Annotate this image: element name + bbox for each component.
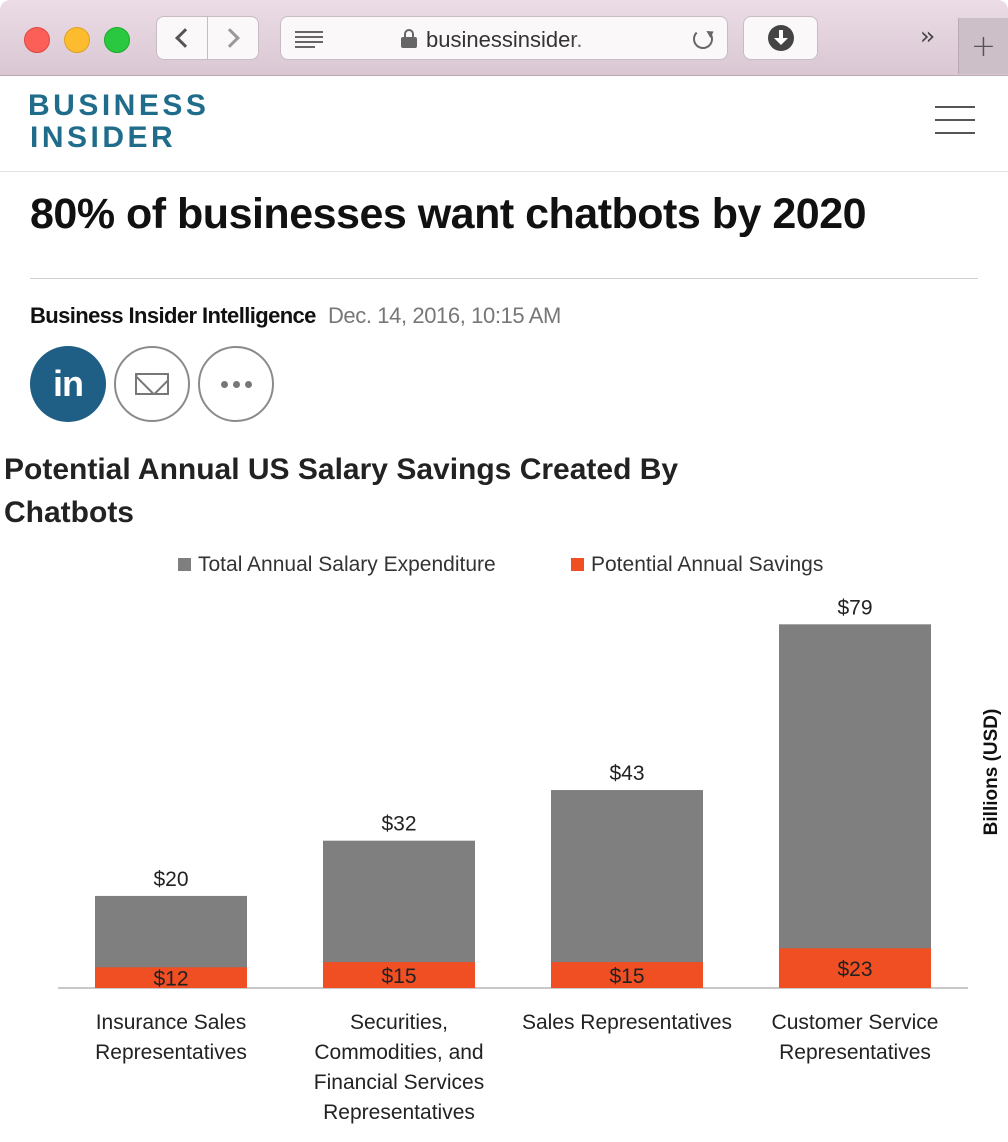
bar-total-4 <box>779 624 931 988</box>
category-label-2-1: Securities, <box>350 1011 448 1034</box>
email-share-button[interactable] <box>114 346 190 422</box>
category-label-1-2: Representatives <box>95 1041 247 1064</box>
download-icon <box>767 25 794 51</box>
close-window-button[interactable] <box>24 27 50 53</box>
zoom-window-button[interactable] <box>104 27 130 53</box>
data-label-total-4: $79 <box>837 596 872 619</box>
linkedin-icon: in <box>53 363 84 404</box>
legend-swatch-1 <box>178 558 191 571</box>
data-label-savings-3: $15 <box>609 965 644 988</box>
legend-label-1: Total Annual Salary Expenditure <box>198 553 496 576</box>
minimize-window-button[interactable] <box>64 27 90 53</box>
bar-savings-4 <box>779 948 931 988</box>
bar-savings-2 <box>323 962 475 988</box>
bar-savings-3 <box>551 962 703 988</box>
divider <box>30 278 978 279</box>
y-axis-label: Billions (USD) <box>981 709 1002 836</box>
forward-button[interactable] <box>207 16 259 60</box>
category-label-1-1: Insurance Sales <box>96 1011 247 1034</box>
new-tab-icon: + <box>970 28 997 64</box>
forward-icon <box>220 28 240 48</box>
site-logo[interactable]: BUSINESS INSIDER <box>28 90 209 154</box>
data-label-total-1: $20 <box>153 868 188 891</box>
linkedin-share-button[interactable]: in <box>30 346 106 422</box>
back-icon <box>175 28 195 48</box>
data-label-total-3: $43 <box>609 762 644 785</box>
category-label-2-2: Commodities, and <box>314 1041 483 1064</box>
more-dots-icon <box>220 380 252 388</box>
logo-line-2: INSIDER <box>30 121 177 154</box>
data-label-savings-1: $12 <box>153 968 188 991</box>
publish-date: Dec. 14, 2016, 10:15 AM <box>327 303 561 328</box>
browser-toolbar: businessinsider. ›› + <box>0 0 1008 76</box>
bar-total-3 <box>551 790 703 988</box>
data-label-total-2: $32 <box>381 813 416 836</box>
author-link[interactable]: Business Insider Intelligence <box>30 303 316 328</box>
logo-line-1: BUSINESS <box>28 89 210 122</box>
article-headline: 80% of businesses want chatbots by 2020 <box>30 190 867 238</box>
menu-icon[interactable] <box>935 106 975 136</box>
salary-savings-chart: Total Annual Salary Expenditure Potential… <box>58 553 1002 1124</box>
category-label-2-3: Financial Services <box>314 1071 484 1094</box>
new-tab-button[interactable]: + <box>958 18 1008 74</box>
more-share-button[interactable] <box>198 346 274 422</box>
legend-swatch-2 <box>571 558 584 571</box>
chart-title: Potential Annual US Salary Savings Creat… <box>4 453 679 529</box>
data-label-savings-4: $23 <box>837 958 872 981</box>
address-bar[interactable]: businessinsider. <box>280 16 728 60</box>
url-text[interactable]: businessinsider. <box>426 27 583 51</box>
downloads-button[interactable] <box>743 16 818 60</box>
more-tabs-icon[interactable]: ›› <box>920 22 935 50</box>
envelope-icon <box>135 373 169 395</box>
category-label-4-2: Representatives <box>779 1041 931 1064</box>
byline: Business Insider Intelligence Dec. 14, 2… <box>30 303 561 329</box>
reload-icon[interactable] <box>693 29 713 49</box>
reader-icon[interactable] <box>295 31 323 48</box>
legend-label-2: Potential Annual Savings <box>591 553 823 576</box>
data-label-savings-2: $15 <box>381 965 416 988</box>
category-label-3-1: Sales Representatives <box>522 1011 732 1034</box>
category-label-4-1: Customer Service <box>772 1011 939 1034</box>
category-label-2-4: Representatives <box>323 1101 475 1124</box>
back-button[interactable] <box>156 16 208 60</box>
lock-icon <box>401 29 417 48</box>
site-header: BUSINESS INSIDER <box>0 76 1008 172</box>
bar-savings-1 <box>95 967 247 988</box>
